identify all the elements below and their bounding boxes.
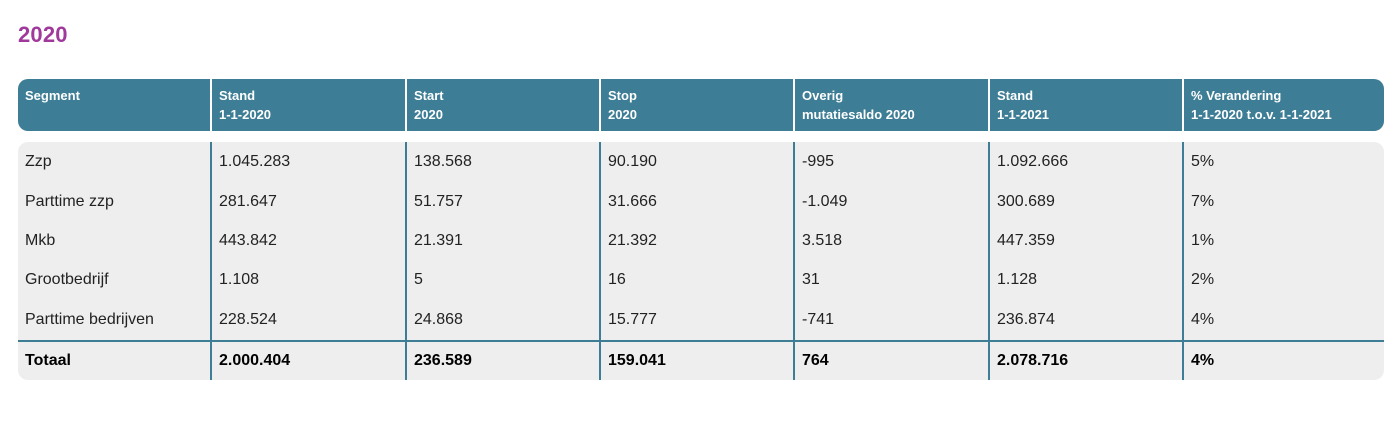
cell-overig-2020: -741 xyxy=(802,311,835,328)
cell-segment: Zzp xyxy=(25,153,52,170)
table-row: Mkb 443.842 21.391 21.392 3.518 447.359 1% xyxy=(18,221,1384,260)
cell-verandering: 5% xyxy=(1191,153,1215,170)
header-overig-2020-line1: Overig xyxy=(802,88,844,103)
total-cell-overig-2020: 764 xyxy=(802,352,829,369)
cell-start-2020: 21.391 xyxy=(414,232,463,249)
header-verandering-line1: % Verandering xyxy=(1191,88,1282,103)
header-overig-2020-line2: mutatiesaldo 2020 xyxy=(802,107,915,122)
table-row: Parttime bedrijven 228.524 24.868 15.777 -74… xyxy=(18,300,1384,339)
table-body: Zzp 1.045.283 138.568 90.190 -995 1.092.666 5%… xyxy=(18,142,1384,380)
header-start-2020-line1: Start xyxy=(414,88,444,103)
header-stand-2021-line1: Stand xyxy=(997,88,1034,103)
total-cell-verandering: 4% xyxy=(1191,352,1215,369)
cell-overig-2020: -995 xyxy=(802,153,835,170)
header-column-divider xyxy=(1182,79,1184,131)
header-overig-2020: Overig mutatiesaldo 2020 xyxy=(795,79,915,131)
body-column-divider xyxy=(1182,142,1184,380)
cell-start-2020: 138.568 xyxy=(414,153,472,170)
cell-stand-2020: 1.108 xyxy=(219,271,260,288)
header-column-divider xyxy=(793,79,795,131)
cell-stand-2020: 1.045.283 xyxy=(219,153,291,170)
cell-segment: Parttime bedrijven xyxy=(25,311,154,328)
body-column-divider xyxy=(793,142,795,380)
cell-overig-2020: 31 xyxy=(802,271,820,288)
cell-stand-2020: 443.842 xyxy=(219,232,277,249)
header-stand-2020: Stand 1-1-2020 xyxy=(212,79,271,131)
body-column-divider xyxy=(988,142,990,380)
header-start-2020: Start 2020 xyxy=(407,79,444,131)
header-segment-line1: Segment xyxy=(25,88,80,103)
total-row: Totaal 2.000.404 236.589 159.041 764 2.078.71… xyxy=(18,341,1384,380)
total-cell-stand-2021: 2.078.716 xyxy=(997,352,1069,369)
cell-start-2020: 5 xyxy=(414,271,423,288)
table-row: Grootbedrijf 1.108 5 16 31 1.128 2% xyxy=(18,260,1384,299)
header-verandering: % Verandering 1-1-2020 t.o.v. 1-1-2021 xyxy=(1184,79,1332,131)
cell-stand-2021: 1.092.666 xyxy=(997,153,1069,170)
body-column-divider xyxy=(599,142,601,380)
cell-segment: Grootbedrijf xyxy=(25,271,109,288)
header-segment: Segment xyxy=(18,79,80,131)
total-cell-stand-2020: 2.000.404 xyxy=(219,352,291,369)
cell-stand-2021: 236.874 xyxy=(997,311,1055,328)
cell-stand-2020: 281.647 xyxy=(219,193,277,210)
header-column-divider xyxy=(599,79,601,131)
cell-stand-2021: 447.359 xyxy=(997,232,1055,249)
cell-stop-2020: 90.190 xyxy=(608,153,657,170)
header-column-divider xyxy=(210,79,212,131)
cell-verandering: 7% xyxy=(1191,193,1215,210)
cell-overig-2020: 3.518 xyxy=(802,232,843,249)
body-column-divider xyxy=(210,142,212,380)
table-row: Zzp 1.045.283 138.568 90.190 -995 1.092.666 5% xyxy=(18,142,1384,181)
cell-stop-2020: 16 xyxy=(608,271,626,288)
cell-start-2020: 24.868 xyxy=(414,311,463,328)
header-stop-2020-line1: Stop xyxy=(608,88,637,103)
header-column-divider xyxy=(405,79,407,131)
body-column-divider xyxy=(405,142,407,380)
cell-start-2020: 51.757 xyxy=(414,193,463,210)
cell-segment: Parttime zzp xyxy=(25,193,114,210)
header-stand-2020-line1: Stand xyxy=(219,88,256,103)
header-column-divider xyxy=(988,79,990,131)
header-stand-2021: Stand 1-1-2021 xyxy=(990,79,1049,131)
cell-stand-2021: 1.128 xyxy=(997,271,1038,288)
table-header: Segment Stand 1-1-2020 Start 2020 Stop 2020 Ove… xyxy=(18,79,1384,131)
header-stop-2020-line2: 2020 xyxy=(608,107,637,122)
header-stop-2020: Stop 2020 xyxy=(601,79,637,131)
cell-segment: Mkb xyxy=(25,232,56,249)
cell-verandering: 2% xyxy=(1191,271,1215,288)
cell-stand-2021: 300.689 xyxy=(997,193,1055,210)
total-cell-segment: Totaal xyxy=(25,352,71,369)
table-row: Parttime zzp 281.647 51.757 31.666 -1.049 300… xyxy=(18,182,1384,221)
cell-stop-2020: 21.392 xyxy=(608,232,657,249)
cell-stand-2020: 228.524 xyxy=(219,311,277,328)
cell-stop-2020: 31.666 xyxy=(608,193,657,210)
cell-verandering: 4% xyxy=(1191,311,1215,328)
header-stand-2021-line2: 1-1-2021 xyxy=(997,107,1050,122)
cell-verandering: 1% xyxy=(1191,232,1215,249)
cell-overig-2020: -1.049 xyxy=(802,193,848,210)
total-cell-start-2020: 236.589 xyxy=(414,352,472,369)
header-start-2020-line2: 2020 xyxy=(414,107,443,122)
page-title: 2020 xyxy=(18,22,68,47)
cell-stop-2020: 15.777 xyxy=(608,311,657,328)
total-divider xyxy=(18,340,1384,342)
header-stand-2020-line2: 1-1-2020 xyxy=(219,107,272,122)
total-cell-stop-2020: 159.041 xyxy=(608,352,666,369)
header-verandering-line2: 1-1-2020 t.o.v. 1-1-2021 xyxy=(1191,107,1332,122)
